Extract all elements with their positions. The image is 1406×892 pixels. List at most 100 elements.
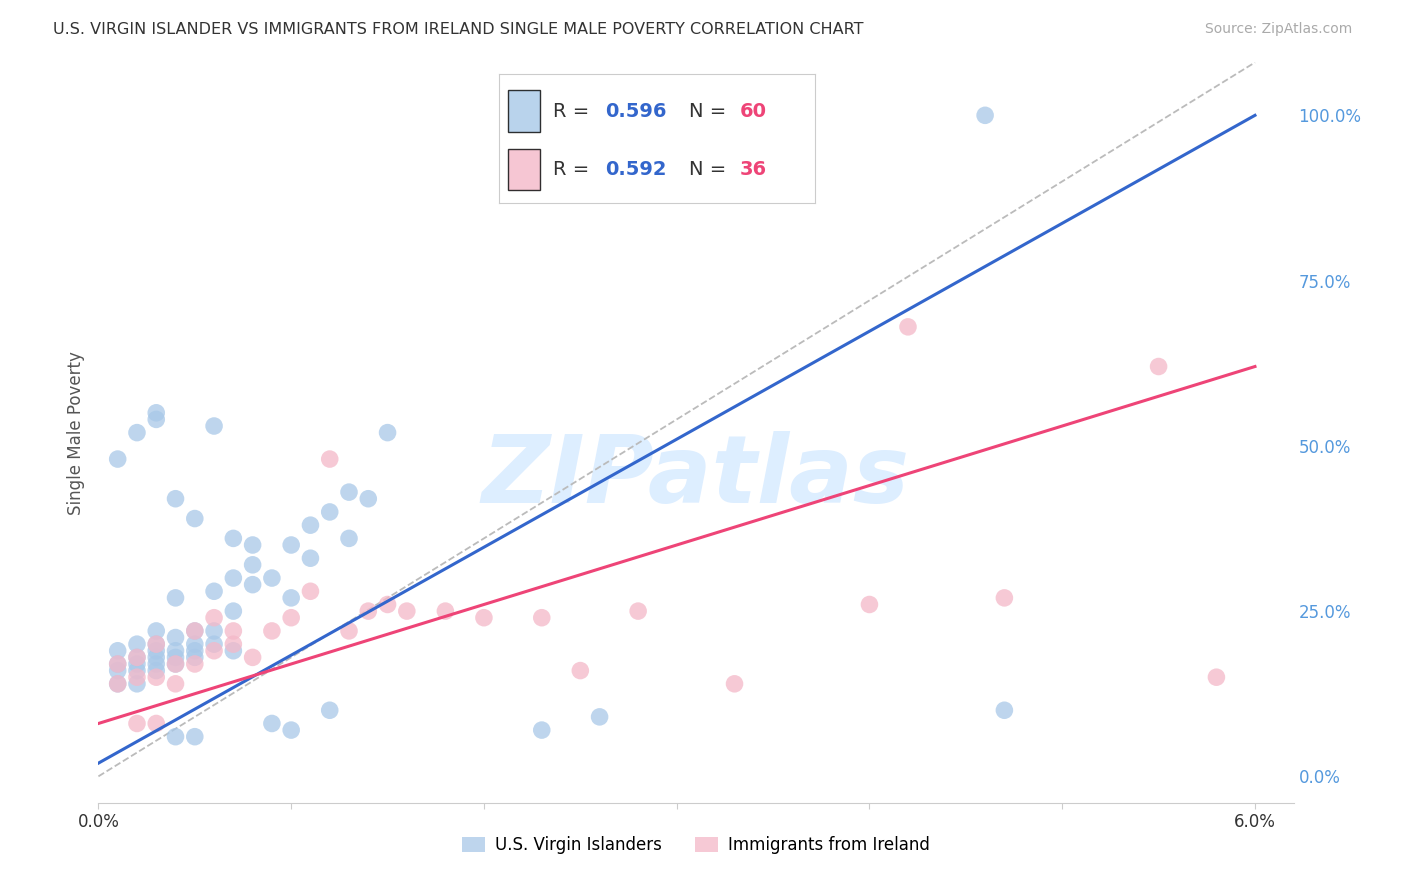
Text: U.S. VIRGIN ISLANDER VS IMMIGRANTS FROM IRELAND SINGLE MALE POVERTY CORRELATION : U.S. VIRGIN ISLANDER VS IMMIGRANTS FROM … [53, 22, 863, 37]
Text: Source: ZipAtlas.com: Source: ZipAtlas.com [1205, 22, 1353, 37]
Point [184, 624, 207, 638]
Text: ZIPatlas: ZIPatlas [482, 431, 910, 523]
Legend: U.S. Virgin Islanders, Immigrants from Ireland: U.S. Virgin Islanders, Immigrants from I… [456, 830, 936, 861]
Point [165, 631, 187, 645]
Point [858, 598, 880, 612]
Point [125, 425, 148, 440]
Point [145, 716, 167, 731]
Point [993, 591, 1015, 605]
Point [319, 703, 342, 717]
Point [145, 657, 167, 671]
Point [125, 670, 148, 684]
Point [377, 598, 399, 612]
Point [395, 604, 418, 618]
Point [145, 644, 167, 658]
Point [974, 108, 997, 122]
Point [125, 650, 148, 665]
Point [202, 644, 225, 658]
Point [569, 664, 592, 678]
Point [260, 716, 283, 731]
Point [107, 664, 129, 678]
Point [145, 412, 167, 426]
Point [377, 425, 399, 440]
Point [125, 657, 148, 671]
Point [222, 637, 245, 651]
Point [165, 491, 187, 506]
Point [184, 644, 207, 658]
Point [242, 538, 264, 552]
Point [165, 730, 187, 744]
Point [1205, 670, 1227, 684]
Point [145, 637, 167, 651]
Y-axis label: Single Male Poverty: Single Male Poverty [66, 351, 84, 515]
Point [1147, 359, 1170, 374]
Point [434, 604, 457, 618]
Point [145, 664, 167, 678]
Point [299, 518, 322, 533]
Point [125, 677, 148, 691]
Point [242, 650, 264, 665]
Point [897, 319, 920, 334]
Point [337, 624, 360, 638]
Point [165, 591, 187, 605]
Point [299, 551, 322, 566]
Point [125, 637, 148, 651]
Point [242, 577, 264, 591]
Point [145, 406, 167, 420]
Point [202, 624, 225, 638]
Point [107, 677, 129, 691]
Point [319, 452, 342, 467]
Point [145, 637, 167, 651]
Point [125, 664, 148, 678]
Point [222, 624, 245, 638]
Point [107, 644, 129, 658]
Point [107, 677, 129, 691]
Point [184, 730, 207, 744]
Point [280, 538, 302, 552]
Point [165, 644, 187, 658]
Point [993, 703, 1015, 717]
Point [125, 716, 148, 731]
Point [530, 723, 553, 737]
Point [184, 650, 207, 665]
Point [107, 452, 129, 467]
Point [125, 650, 148, 665]
Point [357, 604, 380, 618]
Point [319, 505, 342, 519]
Point [202, 584, 225, 599]
Point [588, 710, 610, 724]
Point [165, 650, 187, 665]
Point [357, 491, 380, 506]
Point [337, 485, 360, 500]
Point [337, 532, 360, 546]
Point [165, 677, 187, 691]
Point [107, 657, 129, 671]
Point [280, 591, 302, 605]
Point [165, 657, 187, 671]
Point [184, 657, 207, 671]
Point [107, 657, 129, 671]
Point [145, 650, 167, 665]
Point [260, 571, 283, 585]
Point [222, 644, 245, 658]
Point [222, 532, 245, 546]
Point [280, 723, 302, 737]
Point [184, 624, 207, 638]
Point [280, 611, 302, 625]
Point [202, 419, 225, 434]
Point [222, 604, 245, 618]
Point [242, 558, 264, 572]
Point [184, 637, 207, 651]
Point [145, 670, 167, 684]
Point [260, 624, 283, 638]
Point [723, 677, 745, 691]
Point [627, 604, 650, 618]
Point [165, 657, 187, 671]
Point [472, 611, 495, 625]
Point [222, 571, 245, 585]
Point [202, 611, 225, 625]
Point [530, 611, 553, 625]
Point [145, 624, 167, 638]
Point [299, 584, 322, 599]
Point [202, 637, 225, 651]
